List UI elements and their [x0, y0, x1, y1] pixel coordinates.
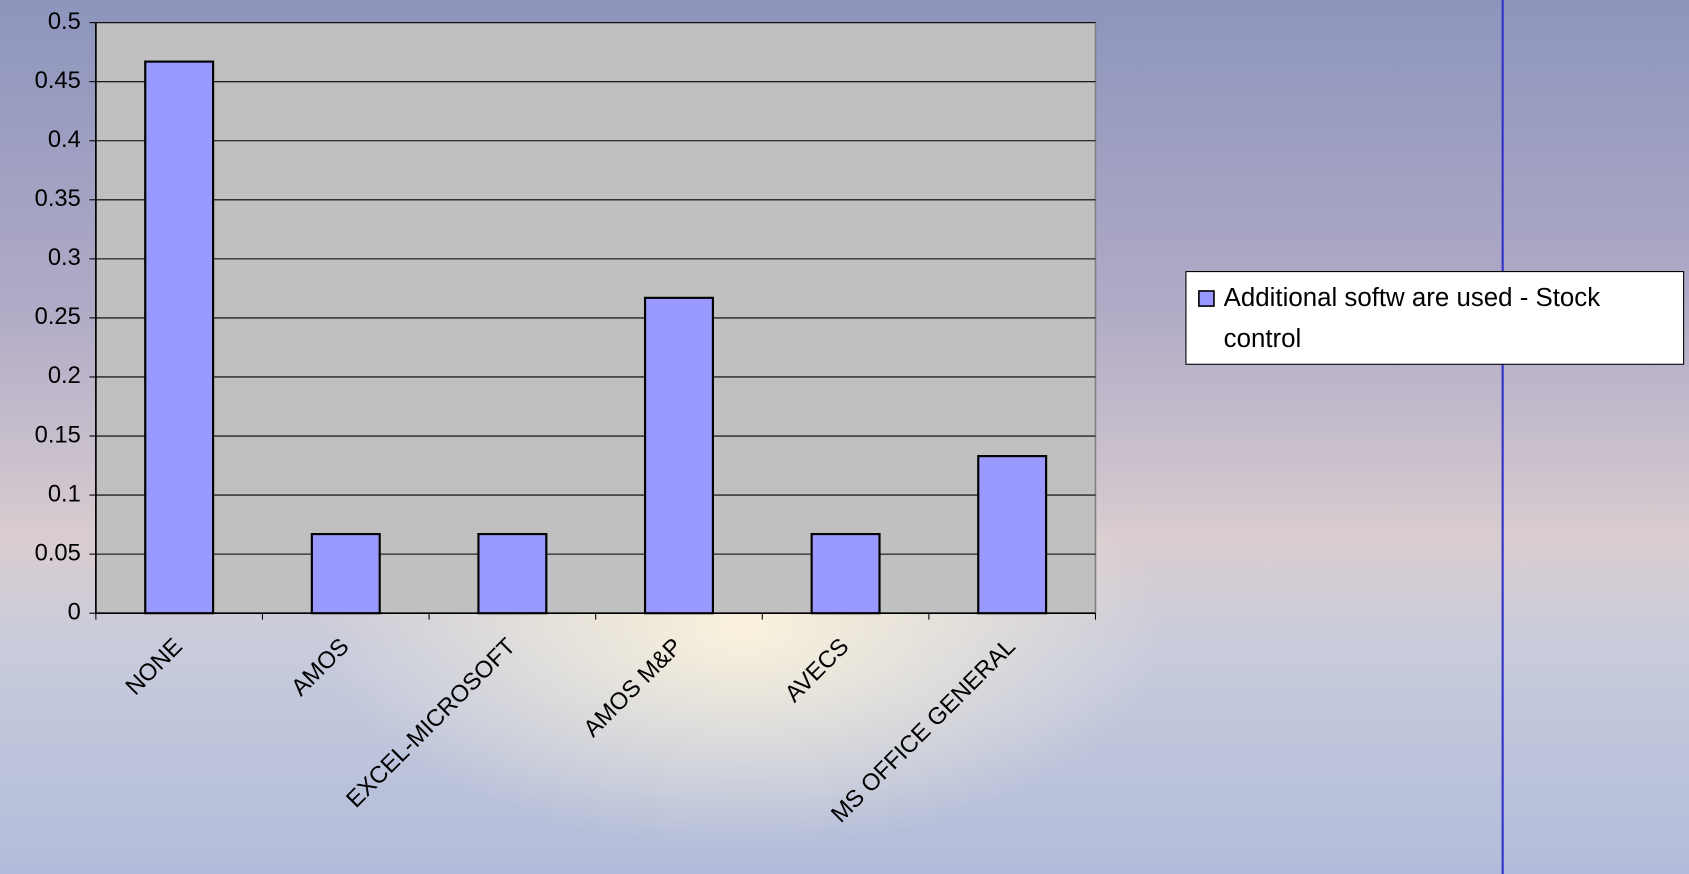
bar — [977, 455, 1048, 615]
y-tick-label: 0.5 — [48, 9, 81, 35]
legend-label: Additional softw are used - Stock contro… — [1223, 283, 1601, 354]
y-tick-label: 0.4 — [48, 127, 81, 153]
y-tick-label: 0.05 — [35, 540, 81, 566]
bar — [144, 60, 215, 615]
legend — [1185, 271, 1685, 365]
legend-box: Additional softw are used - Stock contro… — [1223, 283, 1601, 354]
bar — [477, 532, 548, 615]
y-tick-label: 0.35 — [35, 186, 81, 212]
y-tick-label: 0.45 — [35, 68, 81, 94]
y-tick-label: 0.2 — [48, 363, 81, 389]
legend-swatch — [1198, 290, 1215, 307]
bar — [810, 532, 881, 615]
y-tick-label: 0.25 — [35, 304, 81, 330]
y-tick-label: 0.15 — [35, 422, 81, 448]
bar — [310, 532, 381, 615]
y-tick-label: 0.3 — [48, 245, 81, 271]
y-tick-label: 0.1 — [48, 481, 81, 507]
bar — [643, 296, 714, 615]
y-tick-label: 0 — [68, 599, 81, 625]
